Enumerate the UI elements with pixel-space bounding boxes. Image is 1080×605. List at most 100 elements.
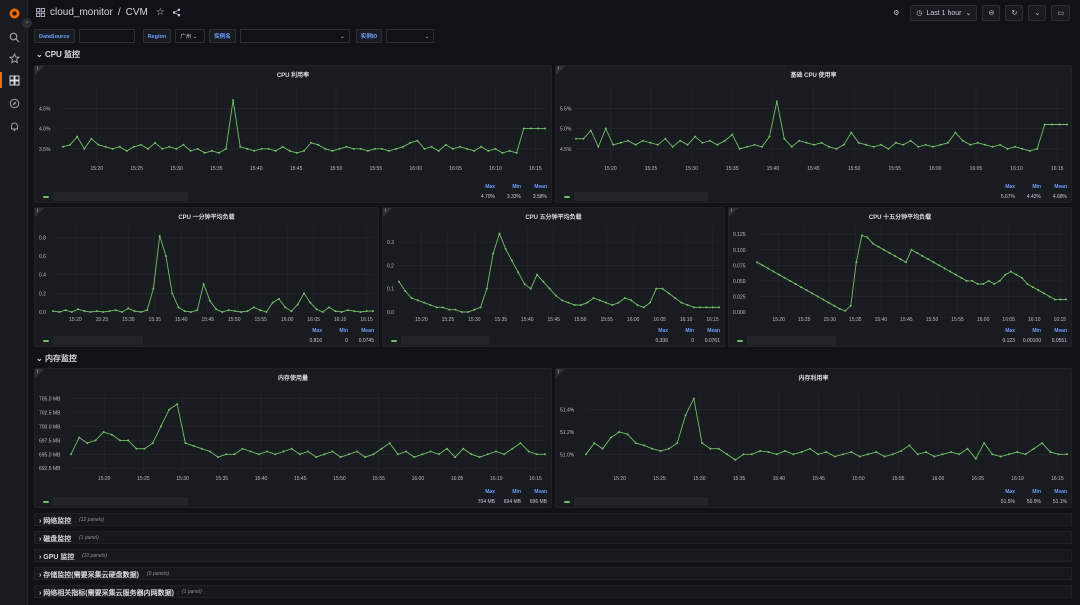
data-point [676,442,679,445]
legend-series-name[interactable] [401,336,490,345]
legend-header-max[interactable]: Max [1005,184,1015,190]
refresh-interval-dropdown[interactable]: ⌄ [1028,5,1047,21]
data-point [246,310,249,313]
legend-header-mean[interactable]: Mean [1054,489,1067,495]
panel-title[interactable]: 基础 CPU 使用率 [790,73,837,79]
row-cpu-title[interactable]: ⌄ CPU 监控 [36,50,81,59]
legend-header-max[interactable]: Max [658,328,668,334]
legend-swatch[interactable] [564,196,570,198]
var-datasource-select[interactable] [78,28,135,43]
settings-gear-icon[interactable]: ⚙ [893,10,900,17]
legend-swatch[interactable] [43,340,49,342]
data-point [991,145,994,148]
var-instance-id-select[interactable]: ⌄ [386,28,435,43]
legend-header-max[interactable]: Max [312,328,322,334]
data-point [738,147,741,150]
collapsed-row[interactable]: › 磁盘监控 (1 panel) [34,531,1072,544]
explore-icon[interactable] [5,94,23,112]
search-icon[interactable] [5,28,23,46]
panel-info-icon[interactable]: i [35,369,44,378]
panel-title[interactable]: 内存利用率 [798,376,829,382]
legend-series-name[interactable] [53,336,143,345]
data-point [709,447,712,450]
collapsed-row[interactable]: › GPU 监控 (10 panels) [34,549,1072,562]
legend-series-name[interactable] [747,336,836,345]
data-point [601,447,604,450]
panel-cpu_usage[interactable]: i CPU 利用率 4.5% 4.0% 3.5% 15:20 15:25 15:30 15:35… [34,65,552,203]
panel-title[interactable]: CPU 五分钟平均负载 [525,215,582,221]
tv-mode-icon[interactable]: ▭ [1051,5,1070,21]
legend-header-min[interactable]: Min [1032,328,1041,334]
panel-info-icon[interactable]: i [35,208,44,217]
star-icon[interactable]: ☆ [155,7,165,18]
legend-header-min[interactable]: Min [339,328,348,334]
refresh-icon[interactable]: ↻ [1005,5,1024,21]
panel-base_cpu[interactable]: i 基础 CPU 使用率 5.5% 5.0% 4.5% 15:20 15:25 15:30 15… [555,65,1072,203]
data-point [1041,442,1044,445]
legend-header-mean[interactable]: Mean [361,328,374,334]
panel-load5[interactable]: i CPU 五分钟平均负载 0.3 0.2 0.1 0.0 15:20 15:25 15:30 1… [382,207,725,347]
legend-swatch[interactable] [43,196,49,198]
legend-series-name[interactable] [53,497,188,506]
collapsed-row[interactable]: › 网络监控 (12 panels) [34,513,1072,526]
data-point [904,261,907,264]
legend-header-min[interactable]: Min [1032,184,1041,190]
legend-swatch[interactable] [43,501,49,503]
data-point [860,234,863,237]
legend-header-min[interactable]: Min [1032,489,1041,495]
collapsed-row[interactable]: › 网络相关指标(需要采集云服务器内网数据) (1 panel) [34,585,1072,598]
data-point [575,137,577,140]
legend-header-max[interactable]: Max [485,184,495,190]
dashboard-title[interactable]: CVM [125,7,148,18]
panel-title[interactable]: 内存使用量 [277,376,308,382]
panel-title[interactable]: CPU 一分钟平均负载 [178,215,235,221]
panel-info-icon[interactable]: i [729,208,738,217]
legend-header-mean[interactable]: Mean [707,328,720,334]
data-point [404,290,407,292]
panel-load1[interactable]: i CPU 一分钟平均负载 0.8 0.6 0.4 0.2 0.0 15:20 15:25 15:… [34,207,379,347]
panel-info-icon[interactable]: i [556,66,565,75]
data-point [671,145,674,148]
data-point [239,145,242,148]
starred-icon[interactable] [5,49,23,67]
dashboards-icon[interactable] [5,71,23,89]
x-tick-label: 15:35 [733,476,746,482]
legend-header-min[interactable]: Min [512,184,521,190]
panel-mem_used[interactable]: i 内存使用量 705.0 MB 702.5 MB 700.0 MB 697.5 MB 69… [34,368,552,508]
legend-header-mean[interactable]: Mean [1054,328,1067,334]
var-instance-name-select[interactable]: ⌄ [239,28,350,43]
legend-swatch[interactable] [564,501,570,503]
panel-title[interactable]: CPU 十五分钟平均负载 [868,215,932,221]
row-mem-title[interactable]: ⌄ 内存监控 [36,354,77,363]
legend-header-max[interactable]: Max [1005,328,1015,334]
panel-info-icon[interactable]: i [383,208,392,217]
zoom-out-icon[interactable]: ⊖ [982,5,1001,21]
legend-header-max[interactable]: Max [485,489,495,495]
panel-mem_usage[interactable]: i 内存利用率 51.4% 51.2% 51.0% 15:20 15:25 15:30 15:3… [555,368,1072,508]
legend-series-name[interactable] [574,497,708,506]
var-region-select[interactable]: 广州 ⌄ [175,28,206,43]
panel-title[interactable]: CPU 利用率 [276,73,310,79]
panel-info-icon[interactable]: i [556,369,565,378]
legend-header-mean[interactable]: Mean [534,184,547,190]
legend-series-name[interactable] [53,192,188,201]
time-picker-button[interactable]: ◷ Last 1 hour ⌄ [910,5,978,21]
panel-load15[interactable]: i CPU 十五分钟平均负载 0.125 0.100 0.075 0.050 0.025 0.… [728,207,1072,347]
legend-header-min[interactable]: Min [512,489,521,495]
legend-header-mean[interactable]: Mean [534,489,547,495]
collapsed-row[interactable]: › 存储监控(需要采集云硬盘数据) (9 panels) [34,567,1072,580]
breadcrumb-folder[interactable]: cloud_monitor [50,7,113,18]
legend-header-mean[interactable]: Mean [1054,184,1067,190]
data-point [523,283,526,285]
legend-series-name[interactable] [574,192,708,201]
legend-header-min[interactable]: Min [685,328,694,334]
expand-sidebar-icon[interactable]: › [22,18,32,28]
panel-info-icon[interactable]: i [35,66,44,75]
share-icon[interactable] [172,8,181,17]
legend-swatch[interactable] [737,340,743,342]
grafana-logo-icon[interactable] [5,4,23,22]
data-point [573,304,576,306]
legend-swatch[interactable] [391,340,397,342]
legend-header-max[interactable]: Max [1005,489,1015,495]
alerting-bell-icon[interactable] [5,117,23,135]
